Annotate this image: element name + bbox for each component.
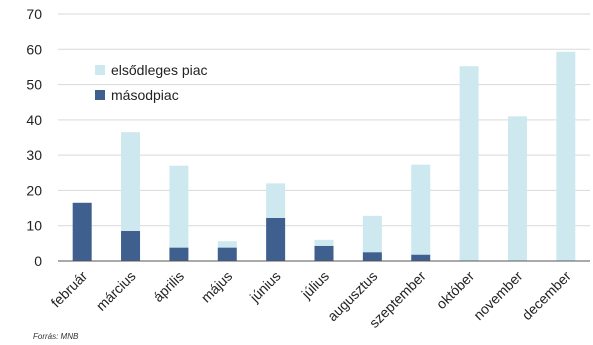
bar-masodpiac bbox=[314, 245, 334, 261]
x-tick-label: július bbox=[298, 268, 333, 303]
bar-elsodleges-piac bbox=[314, 239, 334, 246]
bar-masodpiac bbox=[362, 252, 382, 261]
bar-masodpiac bbox=[411, 254, 431, 261]
bar-elsodleges-piac bbox=[556, 51, 576, 262]
bar-elsodleges-piac bbox=[411, 164, 431, 255]
bar-elsodleges-piac bbox=[266, 183, 286, 218]
x-tick-label: december bbox=[519, 268, 575, 324]
bar-masodpiac bbox=[72, 202, 92, 261]
y-tick-label: 70 bbox=[26, 6, 42, 22]
x-tick-label: március bbox=[93, 268, 139, 314]
legend-label: másodpiac bbox=[111, 87, 179, 103]
x-tick-label: október bbox=[433, 268, 478, 313]
legend-swatch bbox=[95, 65, 105, 75]
x-tick-label: április bbox=[150, 268, 187, 305]
bar-elsodleges-piac bbox=[217, 241, 237, 248]
bar-masodpiac bbox=[121, 231, 141, 261]
y-tick-label: 40 bbox=[26, 112, 42, 128]
legend-swatch bbox=[95, 90, 105, 100]
bar-masodpiac bbox=[217, 247, 237, 261]
legend-label: elsődleges piac bbox=[111, 62, 208, 78]
bar-masodpiac bbox=[266, 217, 286, 261]
bar-elsodleges-piac bbox=[121, 132, 141, 232]
x-tick-label: június bbox=[246, 268, 284, 306]
gridlines bbox=[58, 13, 590, 227]
bar-elsodleges-piac bbox=[362, 215, 382, 253]
y-tick-label: 30 bbox=[26, 147, 42, 163]
bar-masodpiac bbox=[169, 247, 189, 261]
x-axis-ticks: február március április május június júliusau… bbox=[48, 268, 575, 331]
legend: elsődleges piac másodpiac bbox=[95, 62, 208, 103]
bars bbox=[72, 51, 576, 262]
y-tick-label: 60 bbox=[26, 41, 42, 57]
y-tick-label: 0 bbox=[34, 253, 42, 269]
y-tick-label: 10 bbox=[26, 218, 42, 234]
x-tick-label: november bbox=[470, 268, 526, 324]
bar-elsodleges-piac bbox=[459, 66, 479, 261]
bar-elsodleges-piac bbox=[507, 116, 527, 261]
x-tick-label: február bbox=[48, 268, 91, 311]
y-tick-label: 20 bbox=[26, 182, 42, 198]
x-tick-label: május bbox=[198, 268, 236, 306]
bar-elsodleges-piac bbox=[169, 165, 189, 248]
y-tick-label: 50 bbox=[26, 77, 42, 93]
source-note: Forrás: MNB bbox=[33, 332, 79, 341]
y-axis-ticks: 0 10 20 30 40 50 60 70 bbox=[26, 6, 42, 269]
